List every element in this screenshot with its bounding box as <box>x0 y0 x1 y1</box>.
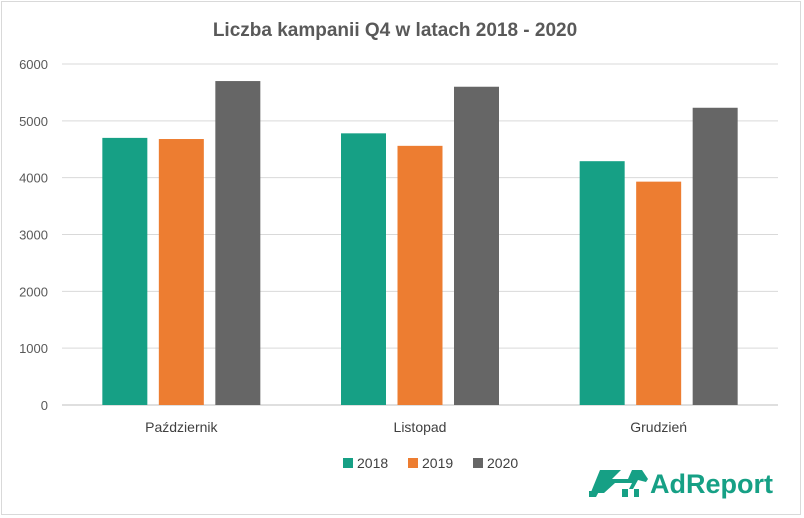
legend: 2018 2019 2020 <box>343 455 518 471</box>
legend-swatch-2020 <box>473 458 483 468</box>
x-axis-categories: Październik Listopad Grudzień <box>145 419 687 435</box>
bar-2019-2 <box>397 145 443 405</box>
y-tick-label: 3000 <box>19 228 48 243</box>
y-tick-label: 4000 <box>19 171 48 186</box>
bar-2019-1 <box>158 139 204 405</box>
legend-label-2020: 2020 <box>487 455 518 471</box>
bar-2018-2 <box>341 133 386 405</box>
bar-2020-3 <box>692 107 738 406</box>
bar-2019-3 <box>636 181 682 405</box>
logo-text: AdReport <box>650 469 773 499</box>
bar-2020-1 <box>215 81 261 406</box>
bar-2018-1 <box>102 137 148 405</box>
y-tick-label: 2000 <box>19 284 48 299</box>
y-tick-label: 5000 <box>19 114 48 129</box>
legend-label-2019: 2019 <box>422 455 453 471</box>
legend-label-2018: 2018 <box>357 455 388 471</box>
y-axis-ticks: 0 1000 2000 3000 4000 5000 6000 <box>19 57 48 413</box>
y-tick-label: 1000 <box>19 341 48 356</box>
x-category-label: Listopad <box>394 419 447 435</box>
x-category-label: Październik <box>145 419 218 435</box>
bars <box>102 81 738 406</box>
legend-swatch-2019 <box>408 458 418 468</box>
adreport-logo: AdReport <box>589 469 773 499</box>
y-tick-label: 0 <box>41 398 48 413</box>
x-category-label: Grudzień <box>630 419 687 435</box>
chart-title: Liczba kampanii Q4 w latach 2018 - 2020 <box>213 20 577 41</box>
legend-swatch-2018 <box>343 458 353 468</box>
bar-2018-3 <box>579 161 625 405</box>
horse-logo-icon <box>589 470 648 497</box>
bar-2020-2 <box>454 86 499 405</box>
y-tick-label: 6000 <box>19 57 48 72</box>
